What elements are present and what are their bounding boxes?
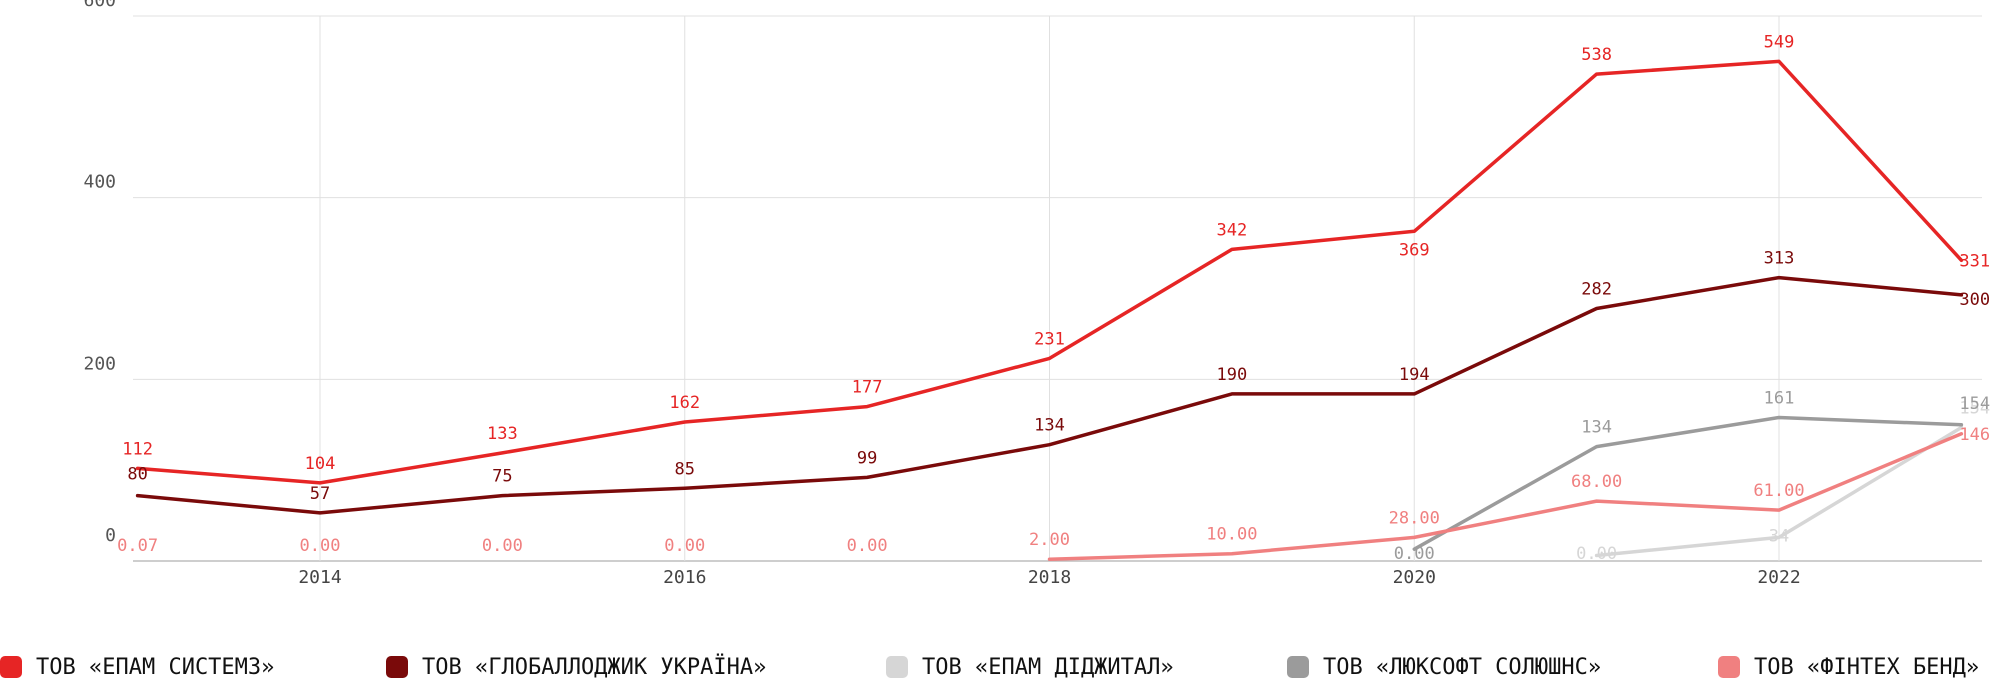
legend-label: ТОВ «ГЛОБАЛЛОДЖИК УКРАЇНА» [422,654,767,680]
grid-lines [133,15,1982,562]
y-tick-label: 200 [83,353,116,374]
series-line-4 [1047,432,1964,561]
series-line-1 [135,275,1964,515]
data-label: 300 [1959,290,1990,310]
legend-label: ТОВ «ЛЮКСОФТ СОЛЮШНС» [1323,654,1602,680]
series-line-3 [1412,415,1964,551]
data-label: 282 [1581,279,1612,299]
data-label: 154 [1959,398,1990,418]
legend-label: ТОВ «ЕПАМ СИСТЕМЗ» [36,654,275,680]
data-label: 99 [857,448,877,468]
legend-swatch [0,656,22,678]
data-label: 0.00 [1576,544,1617,564]
y-axis: 0 200 400 600 [83,0,116,546]
data-label: 177 [852,378,883,398]
x-tick-label: 2016 [663,567,706,588]
data-label: 80 [127,465,147,485]
data-label: 134 [1581,418,1612,438]
data-label: 61.00 [1753,481,1804,501]
series-line-0 [135,59,1964,485]
data-label: 342 [1217,220,1248,240]
x-axis: 2014 2016 2018 2020 2022 [298,567,1800,588]
data-label: 68.00 [1571,472,1622,492]
data-label: 133 [487,424,518,444]
data-label: 28.00 [1389,508,1440,528]
data-label: 0.00 [847,536,888,556]
legend-item: ТОВ «ЕПАМ СИСТЕМЗ» [0,652,274,682]
x-tick-label: 2014 [298,567,341,588]
data-label: 2.00 [1029,530,1070,550]
data-label: 161 [1764,388,1795,408]
data-label: 331 [1959,251,1990,271]
data-label: 112 [122,439,153,459]
legend-item: ТОВ «ГЛОБАЛЛОДЖИК УКРАЇНА» [386,652,766,682]
legend-swatch [386,656,408,678]
legend-swatch [886,656,908,678]
data-label: 146 [1959,425,1990,445]
legend-item: ТОВ «ФІНТЕХ БЕНД» [1718,652,1979,682]
data-label: 162 [669,393,700,413]
data-label: 0.00 [300,536,341,556]
data-label: 549 [1764,32,1795,52]
y-tick-label: 400 [83,172,116,193]
legend-label: ТОВ «ФІНТЕХ БЕНД» [1754,654,1980,680]
legend-swatch [1287,656,1309,678]
data-label: 538 [1581,45,1612,65]
x-tick-label: 2020 [1393,567,1436,588]
data-label: 75 [492,467,512,487]
data-label: 0.00 [482,536,523,556]
x-tick-label: 2018 [1028,567,1071,588]
series-lines [135,59,1964,561]
data-label: 34 [1769,526,1789,546]
data-label: 85 [675,459,695,479]
data-labels: 112 104 133 162 177 231 342 369 538 549 331 80 57 75 8… [117,32,1990,564]
y-tick-label: 600 [83,0,116,11]
data-label: 231 [1034,329,1065,349]
data-label: 194 [1399,365,1430,385]
x-tick-label: 2022 [1757,567,1800,588]
legend-item: ТОВ «ЛЮКСОФТ СОЛЮШНС» [1287,652,1601,682]
data-label: 134 [1034,416,1065,436]
legend-label: ТОВ «ЕПАМ ДІДЖИТАЛ» [922,654,1174,680]
data-label: 10.00 [1206,525,1257,545]
data-label: 369 [1399,240,1430,260]
legend-swatch [1718,656,1740,678]
data-label: 57 [310,484,330,504]
series-line-2 [1594,425,1964,558]
legend: ТОВ «ЕПАМ СИСТЕМЗ» ТОВ «ГЛОБАЛЛОДЖИК УКРА… [0,652,2000,682]
data-label: 0.07 [117,536,158,556]
line-chart: 0 200 400 600 2014 2016 2018 2020 2022 112 104 13… [83,0,1990,588]
data-label: 0.00 [1394,544,1435,564]
data-label: 104 [305,454,336,474]
data-label: 0.00 [664,536,705,556]
data-label: 313 [1764,249,1795,269]
data-label: 154 [1959,394,1990,414]
data-label: 190 [1217,365,1248,385]
legend-item: ТОВ «ЕПАМ ДІДЖИТАЛ» [886,652,1174,682]
y-tick-label: 0 [105,525,116,546]
